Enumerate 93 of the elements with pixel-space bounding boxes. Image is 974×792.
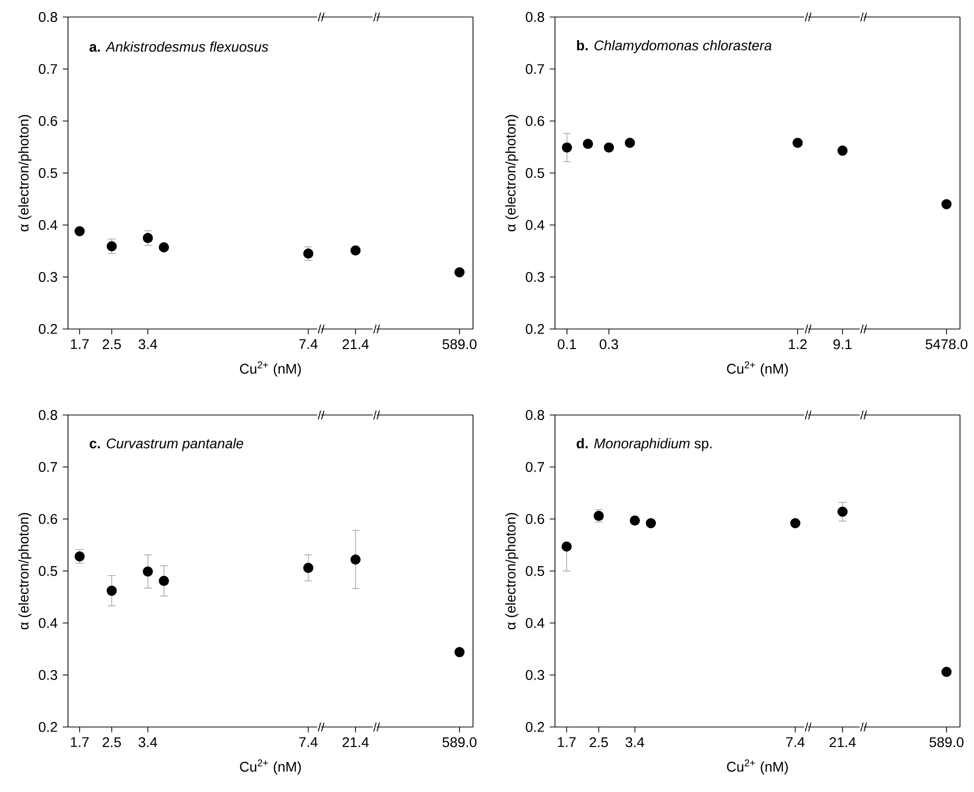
x-tick-label: 1.7 (558, 737, 576, 747)
y-tick-label: 0.7 (38, 64, 58, 74)
point (74, 226, 85, 236)
x-tick-label: 7.4 (299, 737, 318, 747)
y-tick-label: 0.7 (526, 462, 544, 472)
x-tick-label: 9.1 (833, 339, 852, 350)
y-tick-label: 0.2 (38, 324, 58, 334)
y-axis-title: α (electron/photon) (505, 114, 518, 232)
y-tick-label: 0.3 (38, 670, 58, 680)
x-tick-label: 2.5 (590, 737, 608, 748)
x-tick-label: 1.7 (70, 737, 89, 747)
x-tick-label: 2.5 (102, 339, 121, 350)
point (142, 232, 153, 244)
text: a. Ankistrodesmus flexuosus (90, 41, 268, 52)
x-axis-title: Cu$^{2+}$ (nM) (727, 759, 788, 774)
y-axis-title: α (electron/photon) (18, 114, 32, 232)
point (142, 566, 153, 577)
annotation: // (373, 722, 380, 732)
annotation: // (804, 324, 812, 334)
point (790, 518, 800, 528)
annotation: // (318, 722, 324, 732)
annotation: // (318, 12, 324, 22)
y-tick-label: 0.8 (38, 410, 58, 420)
x-tick-label: 1.7 (70, 339, 89, 349)
y-tick-label: 0.6 (38, 116, 58, 126)
y-tick-label: 0.6 (38, 514, 58, 524)
y-tick-label: 0.5 (526, 168, 544, 178)
y-tick-label: 0.2 (526, 324, 544, 334)
x-axis-title: Cu$^{2+}$ (nM) (240, 759, 301, 774)
x-tick-label: 21.4 (342, 737, 369, 748)
annotation: // (373, 324, 380, 334)
x-axis-title: Cu$^{2+}$ (nM) (727, 361, 788, 376)
y-tick-label: 0.4 (526, 220, 544, 230)
annotation: // (860, 722, 867, 732)
x-tick-label: 7.4 (786, 737, 805, 747)
y-tick-label: 0.4 (526, 618, 544, 628)
annotation: // (804, 410, 812, 420)
y-tick-label: 0.7 (526, 64, 544, 74)
x-tick-label: 3.4 (626, 737, 644, 748)
annotation: // (804, 12, 812, 22)
y-tick-label: 0.5 (38, 566, 58, 576)
y-tick-label: 0.3 (526, 670, 544, 680)
y-tick-label: 0.3 (38, 272, 58, 282)
x-tick-label: 589.0 (930, 737, 964, 748)
x-tick-label: 3.4 (138, 339, 158, 350)
y-tick-label: 0.5 (526, 566, 544, 576)
y-tick-label: 0.7 (38, 462, 58, 472)
y-tick-label: 0.5 (38, 168, 58, 178)
y-axis-title: α (electron/photon) (505, 512, 518, 630)
point (74, 551, 85, 562)
text: c. Curvastrum pantanale (90, 438, 244, 452)
annotation: // (804, 722, 812, 732)
x-tick-label: 21.4 (830, 737, 856, 748)
text: d. Monoraphidium sp. (576, 438, 712, 452)
point (106, 241, 117, 252)
y-tick-label: 0.4 (38, 618, 58, 628)
y-tick-label: 0.6 (526, 116, 544, 126)
annotation: // (318, 410, 324, 420)
point (303, 248, 314, 259)
point (303, 562, 314, 573)
x-tick-label: 7.4 (299, 339, 318, 349)
annotation: // (860, 12, 867, 22)
y-tick-label: 0.8 (526, 12, 544, 22)
annotation: // (860, 410, 867, 420)
y-tick-label: 0.2 (526, 722, 544, 732)
x-tick-label: 589.0 (442, 737, 476, 748)
point (562, 541, 572, 552)
x-tick-label: 2.5 (102, 737, 121, 748)
annotation: // (373, 12, 380, 22)
x-tick-label: 589.0 (442, 339, 476, 350)
y-axis-title: α (electron/photon) (18, 512, 32, 630)
point (158, 242, 169, 252)
x-tick-label: 5478.0 (926, 339, 968, 350)
y-tick-label: 0.3 (526, 272, 544, 282)
y-tick-label: 0.4 (38, 220, 58, 230)
annotation: // (373, 410, 380, 420)
point (630, 515, 640, 526)
y-tick-label: 0.8 (526, 410, 544, 420)
x-tick-label: 1.2 (788, 339, 807, 350)
point (106, 586, 117, 596)
x-tick-label: 0.1 (558, 339, 576, 350)
point (158, 576, 169, 586)
y-tick-label: 0.6 (526, 514, 544, 524)
annotation: // (318, 324, 324, 334)
y-tick-label: 0.2 (38, 722, 58, 732)
point (646, 518, 656, 528)
annotation: // (860, 324, 867, 334)
x-tick-label: 0.3 (600, 339, 618, 350)
y-tick-label: 0.8 (38, 12, 58, 22)
x-tick-label: 3.4 (138, 737, 158, 748)
x-tick-label: 21.4 (342, 339, 369, 350)
text: b. Chlamydomonas chlorastera (577, 40, 772, 54)
x-axis-title: Cu$^{2+}$ (nM) (240, 361, 301, 376)
